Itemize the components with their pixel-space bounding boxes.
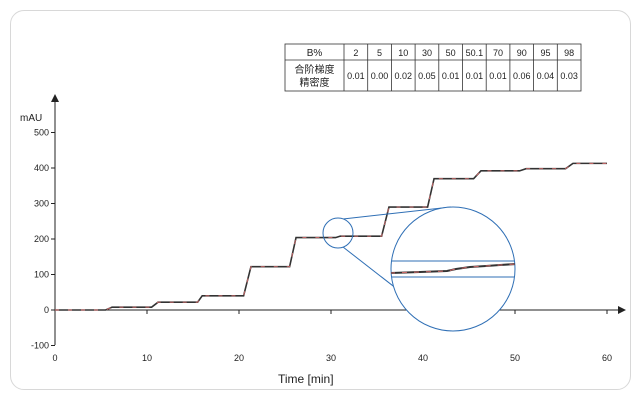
x-tick-label: 40 bbox=[418, 353, 428, 363]
table-column-header: 50.1 bbox=[466, 48, 484, 58]
y-tick-label: 0 bbox=[44, 305, 49, 315]
series-line-highlight bbox=[55, 162, 607, 311]
table-cell-value: 0.01 bbox=[442, 71, 460, 81]
table-column-header: 5 bbox=[377, 48, 382, 58]
x-axis-label: Time [min] bbox=[278, 372, 334, 386]
table-cell-value: 0.04 bbox=[537, 71, 555, 81]
table-row-label: 精密度 bbox=[300, 76, 330, 89]
table-column-header: 2 bbox=[353, 48, 358, 58]
series-line bbox=[55, 162, 607, 311]
x-tick-label: 10 bbox=[142, 353, 152, 363]
table-column-header: 98 bbox=[564, 48, 574, 58]
axes bbox=[51, 94, 626, 345]
zoom-trace-highlight bbox=[391, 263, 515, 274]
y-tick-label: 100 bbox=[34, 270, 49, 280]
y-axis-label: mAU bbox=[20, 113, 42, 124]
zoom-inset bbox=[322, 206, 516, 332]
y-tick-label: 300 bbox=[34, 199, 49, 209]
y-tick-label: 500 bbox=[34, 128, 49, 138]
zoom-source-circle bbox=[322, 217, 354, 249]
x-tick-label: 30 bbox=[326, 353, 336, 363]
table-column-header: 95 bbox=[540, 48, 550, 58]
table-column-header: 10 bbox=[398, 48, 408, 58]
y-tick-label: -100 bbox=[31, 341, 49, 351]
x-tick-label: 20 bbox=[234, 353, 244, 363]
table-cell-value: 0.01 bbox=[489, 71, 507, 81]
table-header-label: B% bbox=[307, 48, 323, 59]
x-tick-label: 0 bbox=[52, 353, 57, 363]
table-column-header: 70 bbox=[493, 48, 503, 58]
table-column-header: 90 bbox=[517, 48, 527, 58]
zoom-content bbox=[391, 260, 515, 278]
table-border bbox=[284, 43, 582, 92]
table-column-header: 50 bbox=[446, 48, 456, 58]
table-cell-value: 0.00 bbox=[371, 71, 389, 81]
table-cell-value: 0.05 bbox=[418, 71, 436, 81]
x-tick-label: 60 bbox=[602, 353, 612, 363]
table-cell-value: 0.06 bbox=[513, 71, 531, 81]
table-cell-value: 0.03 bbox=[560, 71, 578, 81]
y-tick-label: 400 bbox=[34, 163, 49, 173]
table-cell-value: 0.01 bbox=[347, 71, 365, 81]
table-column-header: 30 bbox=[422, 48, 432, 58]
x-tick-label: 50 bbox=[510, 353, 520, 363]
zoom-connector-top bbox=[342, 206, 452, 220]
table-cell-value: 0.02 bbox=[394, 71, 412, 81]
table-cell-value: 0.01 bbox=[466, 71, 484, 81]
series-layer bbox=[55, 162, 607, 311]
y-tick-label: 200 bbox=[34, 234, 49, 244]
table-row-label: 合阶梯度 bbox=[295, 63, 335, 76]
